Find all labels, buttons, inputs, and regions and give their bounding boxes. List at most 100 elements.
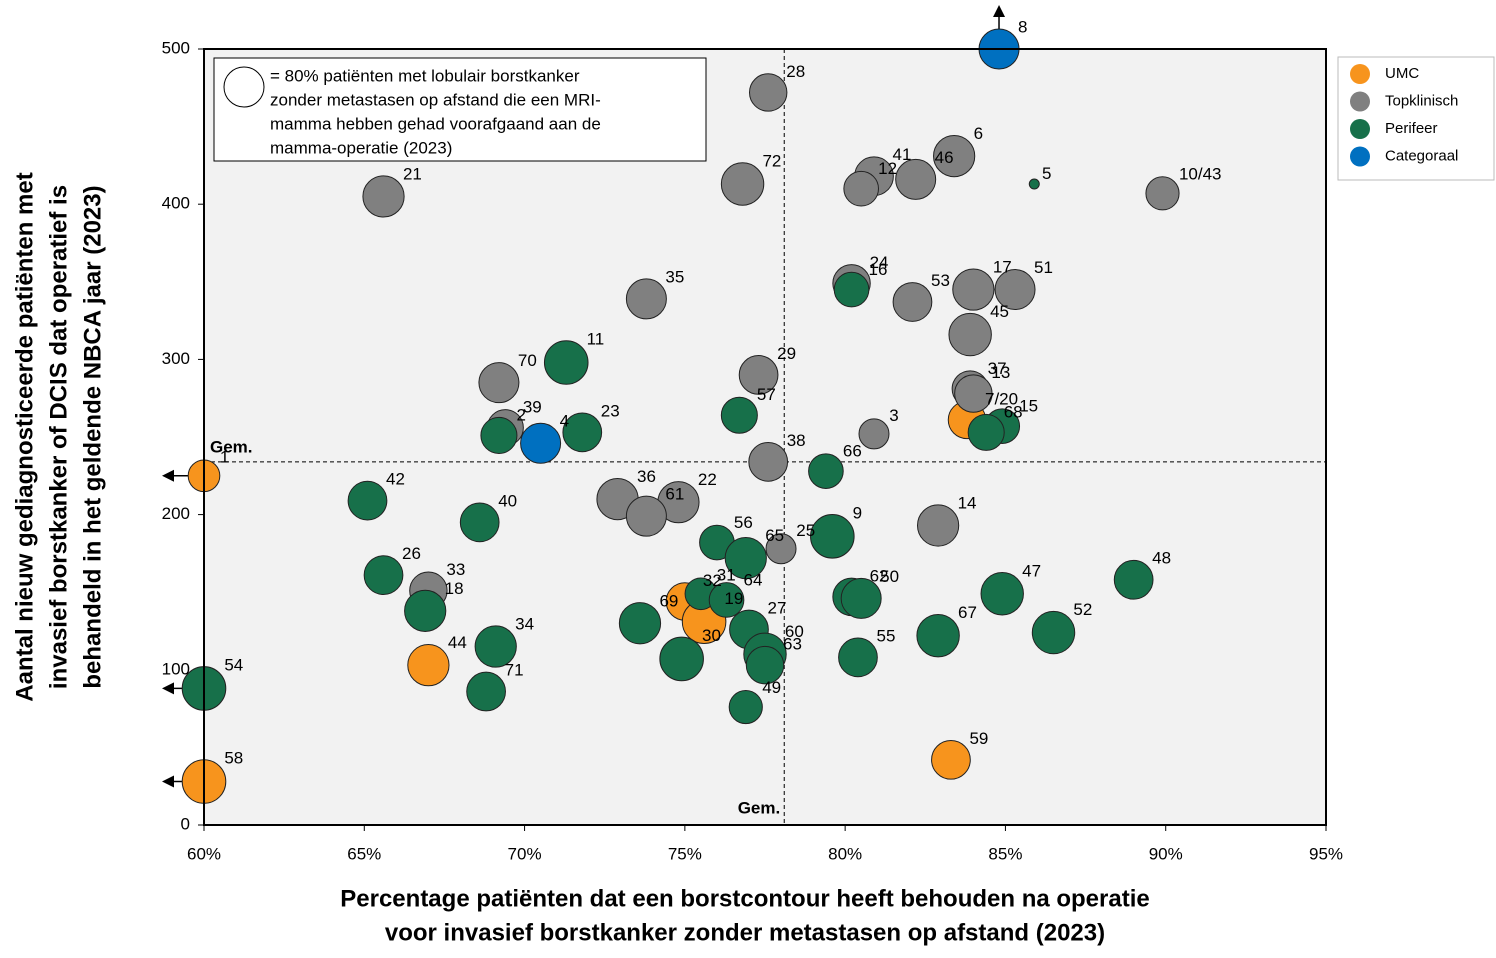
point-label: 56 — [734, 513, 753, 532]
point-label: 9 — [853, 503, 862, 522]
point-label: 27 — [767, 598, 786, 617]
bubble — [967, 413, 1005, 451]
bubble — [916, 504, 960, 547]
bubble — [765, 533, 797, 565]
y-tick-label: 500 — [162, 38, 190, 57]
point-label: 26 — [402, 544, 421, 563]
y-tick-label: 0 — [181, 814, 190, 833]
bubble — [980, 572, 1024, 616]
bubble — [895, 158, 937, 200]
point-label: 64 — [744, 570, 763, 589]
bubble — [474, 625, 517, 668]
bubble — [810, 514, 855, 559]
bubble — [748, 73, 788, 112]
point-label: 72 — [762, 152, 781, 171]
bubble — [954, 374, 993, 413]
bubble — [1113, 559, 1154, 600]
y-tick-label: 400 — [162, 194, 190, 213]
point-label: 37 — [988, 359, 1007, 378]
point-label: 24 — [870, 253, 889, 272]
point-label: 39 — [523, 398, 542, 417]
point-label: 4 — [560, 412, 569, 431]
x-tick-label: 70% — [508, 844, 542, 863]
bubble — [916, 613, 960, 658]
bubble — [892, 282, 933, 322]
point-label: 35 — [665, 267, 684, 286]
point-label: 21 — [403, 164, 422, 183]
bubble — [1028, 178, 1040, 190]
bubble — [618, 602, 662, 645]
point-label: 45 — [990, 302, 1009, 321]
bubble — [362, 175, 405, 218]
bubble — [952, 268, 995, 311]
bubble — [347, 480, 388, 521]
bubble — [520, 422, 562, 464]
point-label: 5 — [1042, 164, 1051, 183]
bubble — [948, 312, 992, 357]
y-axis-title: Aantal nieuw gediagnosticeerde patiënten… — [11, 172, 38, 701]
legend-label: Perifeer — [1385, 120, 1438, 137]
point-label: 42 — [386, 470, 405, 489]
legend-marker — [1350, 91, 1370, 112]
x-tick-label: 80% — [828, 844, 862, 863]
point-label: 7/20 — [985, 389, 1018, 408]
x-axis-title: voor invasief borstkanker zonder metasta… — [385, 919, 1105, 946]
plot-frame — [203, 48, 1327, 826]
size-legend-text: mamma hebben gehad voorafgaand aan de — [270, 114, 601, 133]
legend-marker — [1350, 64, 1370, 84]
point-label: 17 — [993, 258, 1012, 277]
point-label: 67 — [958, 603, 977, 622]
bubble — [808, 453, 844, 489]
off-scale-arrowhead — [162, 469, 174, 482]
bubble — [562, 412, 603, 453]
point-label: 38 — [787, 431, 806, 450]
y-tick-label: 300 — [162, 349, 190, 368]
bubble — [363, 555, 404, 595]
point-label: 65 — [765, 526, 784, 545]
bubble — [708, 582, 745, 618]
point-label: 1 — [220, 447, 229, 466]
point-label: 18 — [445, 579, 464, 598]
point-label: 19 — [724, 589, 743, 608]
bubble — [728, 689, 763, 725]
bubble — [738, 355, 779, 395]
point-label: 6 — [974, 124, 983, 143]
bubble — [1145, 176, 1180, 211]
size-legend — [213, 57, 707, 162]
point-label: 51 — [1034, 258, 1053, 277]
point-label: 36 — [637, 467, 656, 486]
point-label: 23 — [601, 401, 620, 420]
bubble — [994, 269, 1036, 311]
bubble — [720, 396, 758, 434]
average-label: Gem. — [738, 798, 781, 817]
point-label: 13 — [991, 363, 1010, 382]
x-axis-title: Percentage patiënten dat een borstcontou… — [340, 885, 1149, 912]
point-label: 12 — [878, 159, 897, 178]
point-label: 33 — [446, 560, 465, 579]
legend-label: Categoraal — [1385, 147, 1458, 164]
point-label: 16 — [869, 260, 888, 279]
bubble — [625, 278, 667, 320]
x-tick-label: 90% — [1149, 844, 1183, 863]
point-label: 55 — [876, 626, 895, 645]
bubble — [480, 416, 518, 454]
point-label: 57 — [757, 385, 776, 404]
bubble — [659, 636, 704, 682]
point-label: 14 — [958, 493, 977, 512]
bubble — [748, 441, 789, 482]
point-label: 69 — [659, 591, 678, 610]
point-label: 44 — [448, 633, 467, 652]
bubble — [478, 362, 520, 404]
point-label: 29 — [777, 344, 796, 363]
legend-marker — [1350, 146, 1370, 167]
point-label: 10/43 — [1179, 164, 1222, 183]
size-legend-text: mamma-operatie (2023) — [270, 138, 452, 157]
bubble — [931, 739, 971, 780]
bubble — [838, 637, 878, 678]
point-label: 46 — [935, 148, 954, 167]
point-label: 63 — [783, 635, 802, 654]
x-tick-label: 95% — [1309, 844, 1343, 863]
point-label: 68 — [1004, 402, 1023, 421]
point-label: 22 — [698, 470, 717, 489]
bubble — [843, 170, 879, 207]
